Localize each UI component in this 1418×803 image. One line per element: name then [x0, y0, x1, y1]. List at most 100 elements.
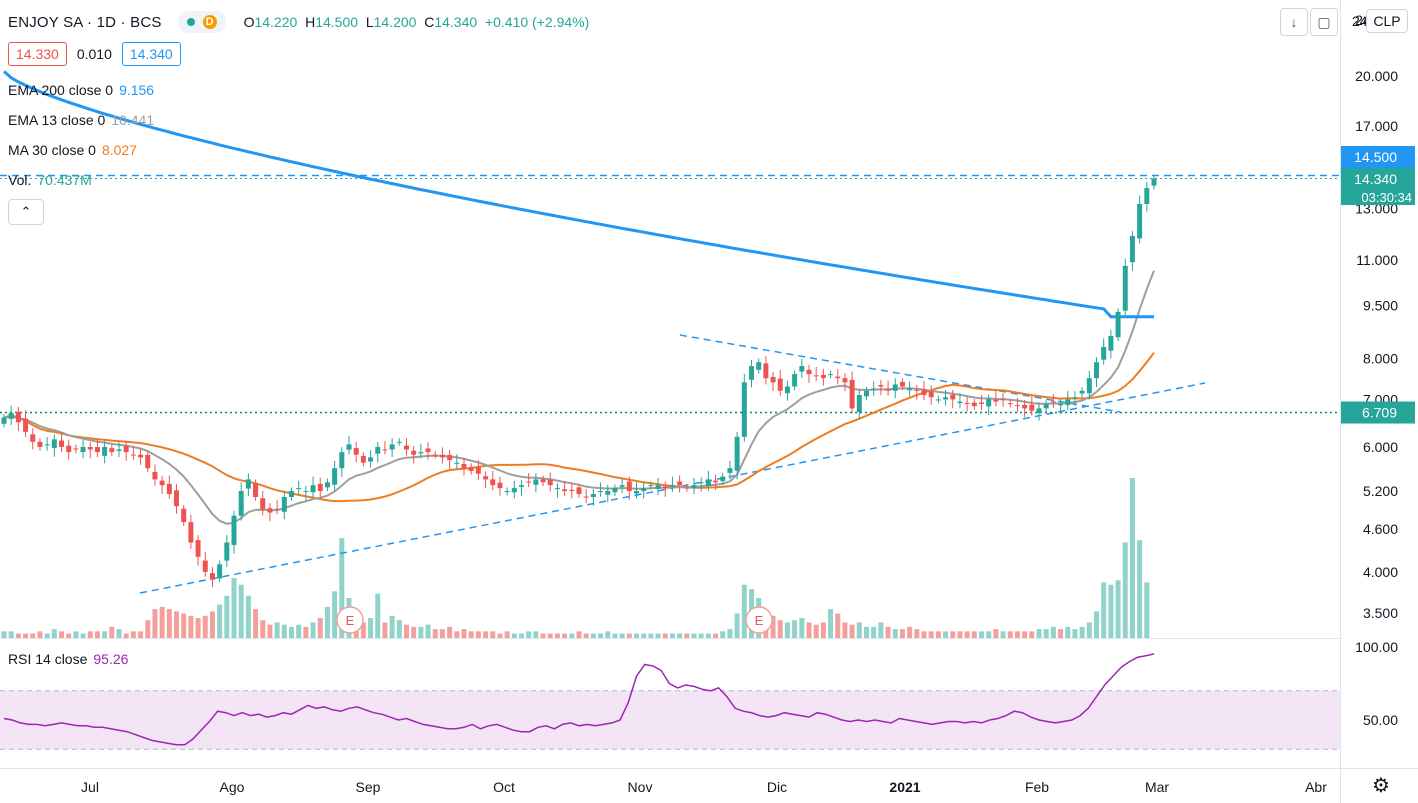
candle-body	[346, 444, 352, 450]
volume-bar	[554, 633, 560, 638]
volume-bar	[806, 622, 812, 638]
candle-body	[1007, 403, 1013, 405]
volume-bar	[475, 631, 481, 638]
candle-body	[497, 482, 503, 489]
volume-bar	[799, 618, 805, 638]
candle-body	[864, 390, 869, 397]
candle-body	[526, 481, 532, 483]
candle-body	[504, 491, 510, 493]
candle-body	[899, 381, 905, 387]
candle-body	[411, 450, 417, 455]
price-labels: 14.500 14.340 03:30:34 6.709	[1341, 146, 1415, 424]
candle-body	[1144, 188, 1150, 205]
volume-bar	[856, 622, 862, 638]
candle-body	[648, 485, 654, 487]
candle-body	[1043, 403, 1049, 409]
support-price-label: 6.709	[1362, 405, 1397, 421]
volume-bar	[130, 631, 136, 638]
volume-bar	[669, 633, 675, 638]
candle-body	[691, 485, 697, 489]
market-status-pill[interactable]: D	[177, 11, 226, 33]
volume-bar	[1050, 626, 1056, 638]
ema200-legend[interactable]: EMA 200 close 0 9.156	[8, 82, 154, 98]
volume-bar	[720, 631, 726, 638]
ask-price[interactable]: 14.340	[121, 42, 181, 66]
volume-bar	[928, 631, 934, 638]
volume-bar	[892, 629, 898, 638]
volume-bar	[188, 615, 194, 638]
volume-bar	[950, 631, 956, 638]
candle-body	[425, 448, 431, 453]
candle-body	[519, 485, 524, 487]
rsi-line	[3, 653, 1155, 746]
close-label: C	[424, 14, 435, 30]
volume-legend[interactable]: Vol. 70.437M	[8, 172, 92, 188]
candle-body	[1065, 399, 1071, 406]
fullscreen-icon[interactable]: ▢	[1310, 8, 1338, 36]
candle-body	[389, 444, 395, 450]
volume-bar	[619, 633, 625, 638]
candle-body	[432, 454, 438, 456]
candle-body	[734, 436, 740, 471]
high-price-label: 14.500	[1354, 149, 1397, 165]
ema13-label: EMA 13 close 0	[8, 112, 106, 128]
volume-bar	[741, 584, 747, 638]
candle-body	[605, 491, 611, 495]
candle-body	[1108, 336, 1114, 351]
volume-bar	[1108, 584, 1114, 638]
candle-body	[159, 480, 165, 486]
volume-bar	[784, 622, 790, 638]
arrow-down-icon[interactable]: ↓	[1280, 8, 1308, 36]
candle-body	[1, 417, 7, 424]
candle-body	[461, 463, 467, 469]
volume-bar	[770, 615, 776, 638]
ema200-label: EMA 200 close 0	[8, 82, 114, 98]
earnings-marker-icon	[745, 606, 773, 634]
earnings-marker-label: E	[346, 613, 355, 628]
volume-bar	[418, 626, 424, 638]
volume-bar	[116, 629, 122, 638]
candle-body	[152, 471, 158, 480]
rsi-legend[interactable]: RSI 14 close 95.26	[8, 651, 128, 667]
volume-bar	[317, 618, 323, 638]
candle-body	[806, 369, 812, 375]
last-price-label-box	[1341, 168, 1415, 205]
ma30-value: 8.027	[101, 142, 137, 158]
spread-value: 0.010	[76, 46, 112, 62]
chevron-up-icon[interactable]: ⌃	[8, 199, 44, 225]
candle-body	[634, 491, 639, 494]
volume-label: Vol.	[8, 172, 32, 188]
volume-bar	[698, 633, 704, 638]
y-tick-label: 17.000	[1355, 118, 1398, 134]
candle-body	[15, 411, 21, 423]
earnings-marker-icon	[336, 606, 364, 634]
volume-bar	[73, 631, 79, 638]
bid-price[interactable]: 14.330	[8, 42, 67, 66]
rsi-series-line	[3, 653, 1155, 746]
candle-body	[705, 479, 711, 486]
volume-bar	[569, 633, 575, 638]
y-tick-label: 9.500	[1363, 297, 1398, 313]
currency-button[interactable]: CLP	[1366, 9, 1408, 33]
candle-body	[598, 491, 604, 493]
candle-body	[583, 496, 589, 498]
volume-bar	[123, 633, 129, 638]
volume-bar	[339, 538, 345, 638]
ema13-legend[interactable]: EMA 13 close 0 10.441	[8, 112, 154, 128]
gear-icon[interactable]: ⚙	[1372, 775, 1390, 797]
volume-bar	[648, 633, 654, 638]
candle-body	[209, 573, 215, 580]
volume-bar	[497, 633, 503, 638]
volume-bar	[1101, 582, 1107, 638]
symbol-title[interactable]: ENJOY SA · 1D · BCS	[8, 13, 162, 31]
volume-bar	[1065, 626, 1071, 638]
candle-body	[1072, 397, 1078, 399]
volume-bar	[842, 622, 848, 638]
candle-body	[749, 366, 754, 380]
candle-body	[835, 376, 841, 379]
volume-bar	[324, 606, 330, 638]
ma30-legend[interactable]: MA 30 close 0 8.027	[8, 142, 137, 158]
y-tick-label: 20.000	[1355, 68, 1398, 84]
